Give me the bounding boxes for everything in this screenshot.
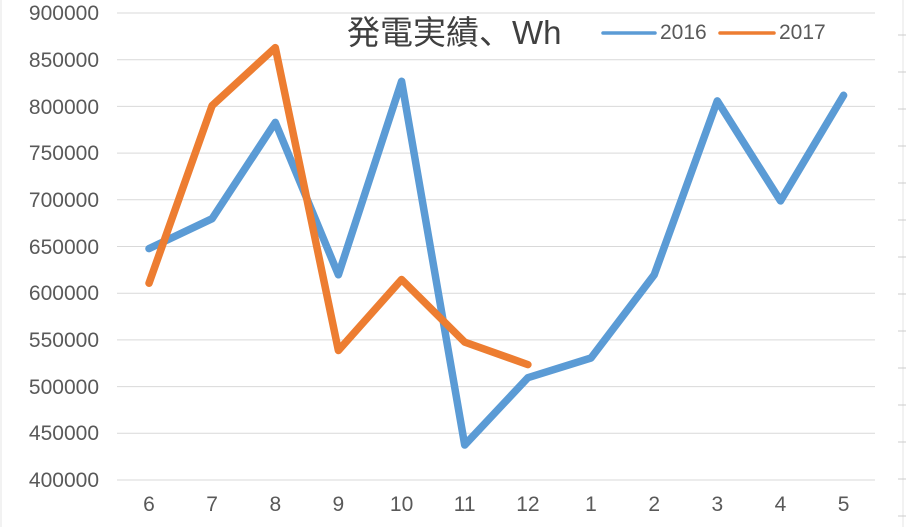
svg-text:11: 11 [454, 493, 476, 516]
svg-text:900000: 900000 [29, 2, 99, 25]
svg-text:5: 5 [838, 493, 850, 516]
svg-text:850000: 850000 [29, 49, 99, 72]
svg-text:6: 6 [143, 493, 155, 516]
svg-text:450000: 450000 [29, 422, 99, 445]
svg-text:1: 1 [585, 493, 597, 516]
svg-text:2: 2 [648, 493, 660, 516]
svg-text:3: 3 [711, 493, 723, 516]
svg-text:750000: 750000 [29, 142, 99, 165]
svg-text:4: 4 [775, 493, 787, 516]
svg-text:10: 10 [390, 493, 413, 516]
svg-text:2016: 2016 [660, 21, 707, 44]
svg-text:550000: 550000 [29, 329, 99, 352]
svg-text:650000: 650000 [29, 236, 99, 259]
svg-text:8: 8 [269, 493, 281, 516]
svg-text:400000: 400000 [29, 469, 99, 492]
svg-text:2017: 2017 [779, 21, 826, 44]
svg-text:12: 12 [516, 493, 539, 516]
svg-text:600000: 600000 [29, 282, 99, 305]
svg-text:700000: 700000 [29, 189, 99, 212]
svg-text:500000: 500000 [29, 376, 99, 399]
svg-text:9: 9 [333, 493, 345, 516]
svg-text:発電実績、Wh: 発電実績、Wh [347, 14, 562, 51]
svg-text:7: 7 [206, 493, 218, 516]
svg-text:800000: 800000 [29, 96, 99, 119]
